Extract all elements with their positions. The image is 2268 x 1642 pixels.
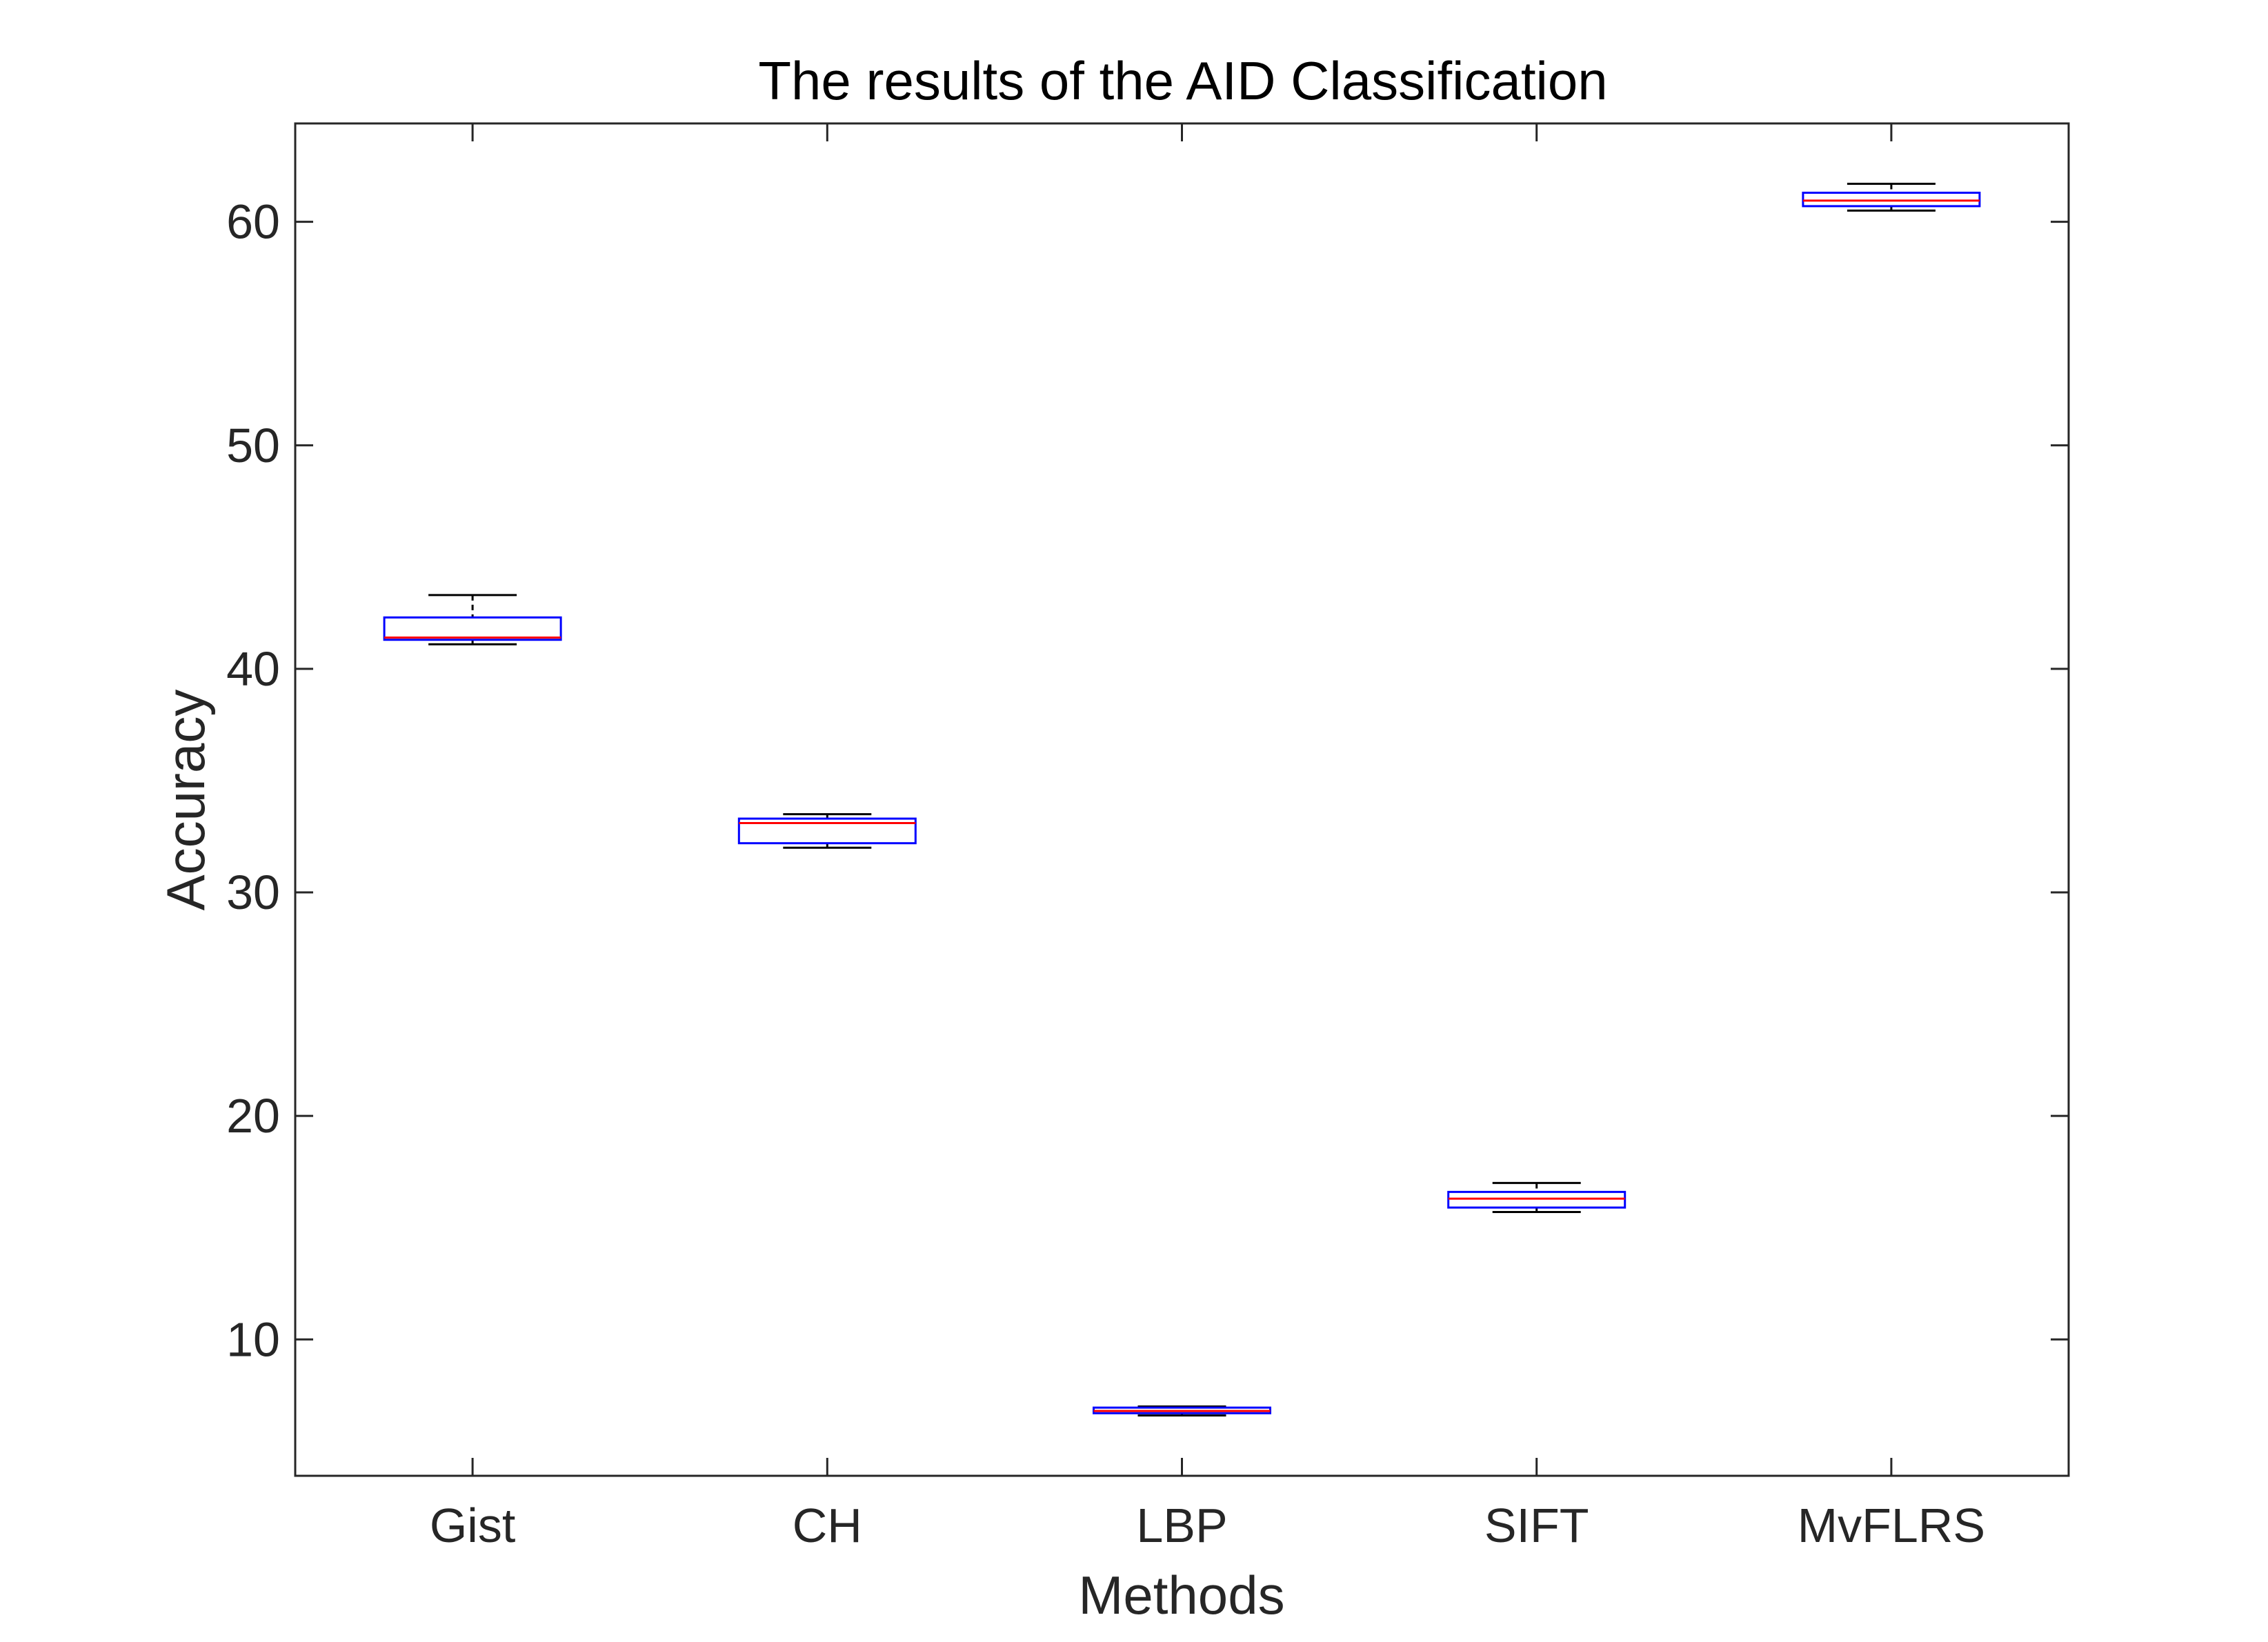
box-lbp bbox=[1093, 1405, 1271, 1416]
box-series bbox=[383, 183, 1981, 1416]
y-tick-label: 30 bbox=[226, 865, 280, 919]
y-tick-label: 50 bbox=[226, 419, 280, 472]
box-gist bbox=[383, 594, 562, 645]
x-tick-label: Gist bbox=[430, 1499, 515, 1552]
box-ch bbox=[737, 813, 917, 849]
y-axis: 10 20 30 40 50 60 bbox=[226, 195, 2069, 1366]
y-tick-label: 20 bbox=[226, 1089, 280, 1143]
box-sift bbox=[1447, 1181, 1627, 1214]
y-axis-label: Accuracy bbox=[155, 690, 216, 911]
box-mvflrs bbox=[1802, 183, 1981, 212]
x-tick-label: LBP bbox=[1136, 1499, 1227, 1552]
y-tick-label: 40 bbox=[226, 642, 280, 696]
y-tick-label: 60 bbox=[226, 195, 280, 249]
x-tick-label: MvFLRS bbox=[1798, 1499, 1985, 1552]
box-iqr bbox=[1802, 191, 1981, 208]
box-iqr bbox=[383, 616, 562, 641]
x-axis: Gist CH LBP SIFT MvFLRS bbox=[430, 123, 1985, 1552]
x-axis-label: Methods bbox=[1078, 1565, 1284, 1625]
x-tick-label: CH bbox=[793, 1499, 862, 1552]
x-tick-label: SIFT bbox=[1484, 1499, 1589, 1552]
chart-title: The results of the AID Classification bbox=[758, 50, 1607, 111]
box-iqr bbox=[1447, 1190, 1627, 1209]
y-tick-label: 10 bbox=[226, 1312, 280, 1366]
